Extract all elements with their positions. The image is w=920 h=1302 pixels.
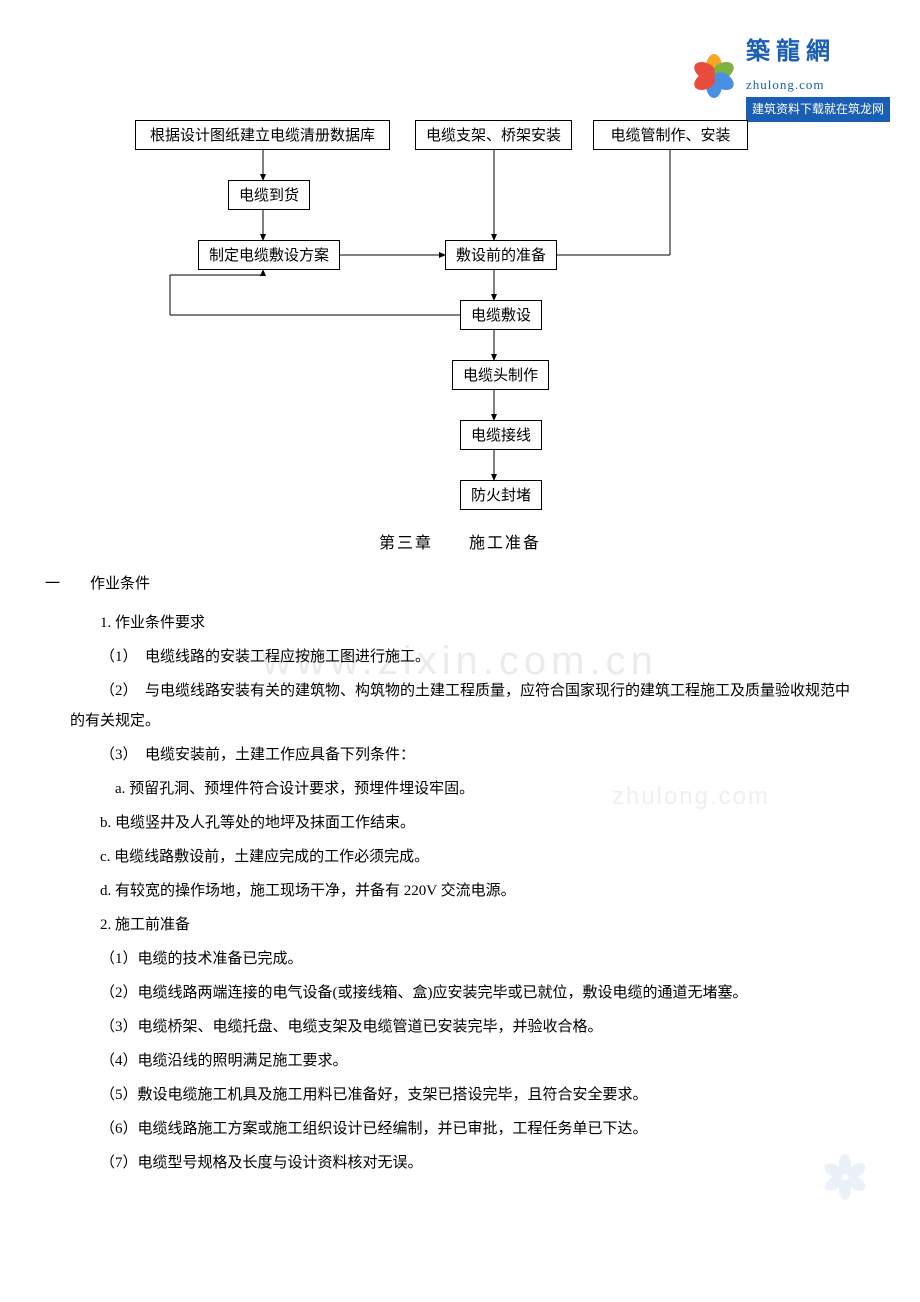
paragraph: （2）电缆线路两端连接的电气设备(或接线箱、盒)应安装完毕或已就位，敷设电缆的通… xyxy=(70,978,850,1008)
paragraph-container: 1. 作业条件要求 （1） 电缆线路的安装工程应按施工图进行施工。 （2） 与电缆线… xyxy=(70,608,850,1178)
paragraph: （1）电缆的技术准备已完成。 xyxy=(70,944,850,974)
paragraph: b. 电缆竖井及人孔等处的地坪及抹面工作结束。 xyxy=(70,808,850,838)
flowchart-box-arrival: 电缆到货 xyxy=(228,180,310,210)
paragraph: （3）电缆桥架、电缆托盘、电缆支架及电缆管道已安装完毕，并验收合格。 xyxy=(70,1012,850,1042)
paragraph: （5）敷设电缆施工机具及施工用料已准备好，支架已搭设完毕，且符合安全要求。 xyxy=(70,1080,850,1110)
flowchart-box-head: 电缆头制作 xyxy=(452,360,549,390)
flowchart-box-db: 根据设计图纸建立电缆清册数据库 xyxy=(135,120,390,150)
paragraph: a. 预留孔洞、预埋件符合设计要求，预埋件埋设牢固。 xyxy=(70,774,850,804)
paragraph: （1） 电缆线路的安装工程应按施工图进行施工。 xyxy=(70,642,850,672)
paragraph: （7）电缆型号规格及长度与设计资料核对无误。 xyxy=(70,1148,850,1178)
logo-en-text: zhulong.com xyxy=(746,73,825,96)
flowchart-box-pipe: 电缆管制作、安装 xyxy=(593,120,748,150)
chapter-title: 第三章 施工准备 xyxy=(70,530,850,559)
flowchart-container: 根据设计图纸建立电缆清册数据库电缆支架、桥架安装电缆管制作、安装电缆到货制定电缆… xyxy=(70,120,850,510)
flowchart-box-plan: 制定电缆敷设方案 xyxy=(198,240,340,270)
paragraph: （3） 电缆安装前，土建工作应具备下列条件： xyxy=(70,740,850,770)
site-logo: 築龍網 zhulong.com 建筑资料下载就在筑龙网 xyxy=(690,30,890,122)
flowchart-box-fire: 防火封堵 xyxy=(460,480,542,510)
section-one-title: 一 作业条件 xyxy=(45,571,850,598)
flowchart-box-prep: 敷设前的准备 xyxy=(445,240,557,270)
paragraph: （4）电缆沿线的照明满足施工要求。 xyxy=(70,1046,850,1076)
paragraph: d. 有较宽的操作场地，施工现场干净，并备有 220V 交流电源。 xyxy=(70,876,850,906)
logo-flower-icon xyxy=(690,52,738,100)
paragraph: 2. 施工前准备 xyxy=(70,910,850,940)
flowchart-box-laying: 电缆敷设 xyxy=(460,300,542,330)
logo-cn-text: 築龍網 xyxy=(746,30,836,73)
paragraph: c. 电缆线路敷设前，土建应完成的工作必须完成。 xyxy=(70,842,850,872)
logo-banner-text: 建筑资料下载就在筑龙网 xyxy=(746,97,890,123)
paragraph: （2） 与电缆线路安装有关的建筑物、构筑物的土建工程质量，应符合国家现行的建筑工… xyxy=(70,676,850,736)
flowchart-box-wiring: 电缆接线 xyxy=(460,420,542,450)
flowchart-box-support: 电缆支架、桥架安装 xyxy=(415,120,572,150)
paragraph: （6）电缆线路施工方案或施工组织设计已经编制，并已审批，工程任务单已下达。 xyxy=(70,1114,850,1144)
paragraph: 1. 作业条件要求 xyxy=(70,608,850,638)
